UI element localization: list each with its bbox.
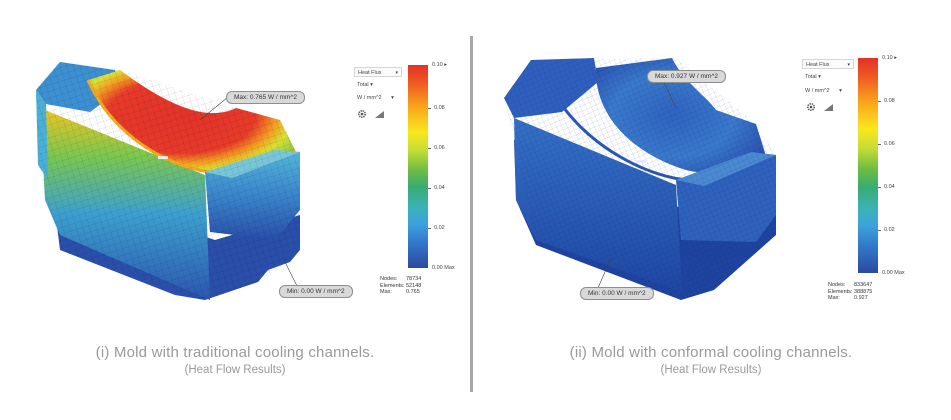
caption-conformal: (ii) Mold with conformal cooling channel… <box>476 344 946 376</box>
legend-tools <box>357 109 384 119</box>
dropdown-caret-icon: ▾ <box>370 82 373 88</box>
max-value-callout: Max: 0.927 W / mm^2 <box>647 70 727 83</box>
colorbar-tick-label: 0.06 <box>434 145 445 151</box>
unit-label: W / mm^2 <box>805 88 830 94</box>
signal-bars-icon[interactable] <box>375 111 384 118</box>
caption-subtitle: (Heat Flow Results) <box>184 364 286 376</box>
colorbar-tick-label: 0.08 <box>434 105 445 111</box>
component-label: Total <box>357 82 369 88</box>
caption-subtitle: (Heat Flow Results) <box>660 364 762 376</box>
caption-title: (i) Mold with traditional cooling channe… <box>95 344 375 361</box>
dropdown-caret-icon: ▾ <box>839 88 842 94</box>
min-value-callout: Min: 0.00 W / mm^2 <box>279 285 353 298</box>
elements-value: 52148 <box>406 282 422 289</box>
quantity-dropdown[interactable]: Heat Flux ▾ <box>802 59 854 69</box>
signal-bars-icon[interactable] <box>824 104 833 111</box>
max-key: Max: <box>380 289 392 295</box>
max-key: Max: <box>828 295 840 301</box>
colorbar-tick-label: 0.04 <box>884 184 895 190</box>
dropdown-caret-icon: ▾ <box>395 70 398 76</box>
component-label: Total <box>805 74 817 80</box>
quantity-dropdown[interactable]: Heat Flux ▾ <box>354 67 402 77</box>
colorbar-max-label: 0.10 ▸ <box>432 62 448 68</box>
left-result-panel: Max: 0.765 W / mm^2 Min: 0.00 W / mm^2 H… <box>0 0 470 420</box>
colorbar-tick-label: 0.06 <box>884 141 895 147</box>
quantity-label: Heat Flux <box>358 70 382 76</box>
dropdown-caret-icon: ▾ <box>391 95 394 101</box>
quantity-label: Heat Flux <box>806 62 830 68</box>
elements-key: Elements: <box>380 282 405 289</box>
colorbar-tick-label: 0.08 <box>884 98 895 104</box>
mesh-stats: Nodes: 833647 Elements: 388875 Max: 0.927 <box>828 282 872 302</box>
component-dropdown[interactable]: Total ▾ <box>357 82 373 88</box>
settings-gear-icon[interactable] <box>806 102 816 112</box>
caption-title: (ii) Mold with conformal cooling channel… <box>569 344 853 361</box>
colorbar <box>858 58 878 273</box>
unit-label: W / mm^2 <box>357 95 382 101</box>
legend-tools <box>806 102 833 112</box>
max-value: 0.765 <box>406 289 420 295</box>
dropdown-caret-icon: ▾ <box>818 74 821 80</box>
component-dropdown[interactable]: Total ▾ <box>805 74 821 80</box>
colorbar-min-label: 0.00 Max <box>432 265 455 271</box>
max-value: 0.927 <box>854 295 868 301</box>
colorbar <box>408 65 428 268</box>
colorbar-min-label: 0.00 Max <box>882 270 905 276</box>
panel-divider <box>470 36 473 392</box>
unit-dropdown[interactable]: W / mm^2 ▾ <box>357 95 394 101</box>
caption-traditional: (i) Mold with traditional cooling channe… <box>0 344 470 376</box>
mold-model-conformal <box>504 58 776 300</box>
nodes-key: Nodes: <box>828 282 846 288</box>
right-result-panel: Max: 0.927 W / mm^2 Min: 0.00 W / mm^2 H… <box>476 0 946 420</box>
nodes-value: 833647 <box>854 282 873 288</box>
min-value-callout: Min: 0.00 W / mm^2 <box>580 287 654 300</box>
colorbar-tick-label: 0.02 <box>434 225 445 231</box>
colorbar-tick-label: 0.04 <box>434 185 445 191</box>
unit-dropdown[interactable]: W / mm^2 ▾ <box>805 88 842 94</box>
colorbar-max-label: 0.10 ▸ <box>882 55 898 61</box>
dropdown-caret-icon: ▾ <box>847 62 850 68</box>
nodes-value: 78734 <box>406 276 422 282</box>
settings-gear-icon[interactable] <box>357 109 367 119</box>
max-value-callout: Max: 0.765 W / mm^2 <box>226 91 306 104</box>
elements-key: Elements: <box>828 288 853 295</box>
mesh-stats: Nodes: 78734 Elements: 52148 Max: 0.765 <box>380 276 421 296</box>
colorbar-tick-label: 0.02 <box>884 227 895 233</box>
elements-value: 388875 <box>854 288 873 295</box>
nodes-key: Nodes: <box>380 276 398 282</box>
mold-model-traditional <box>36 62 300 300</box>
